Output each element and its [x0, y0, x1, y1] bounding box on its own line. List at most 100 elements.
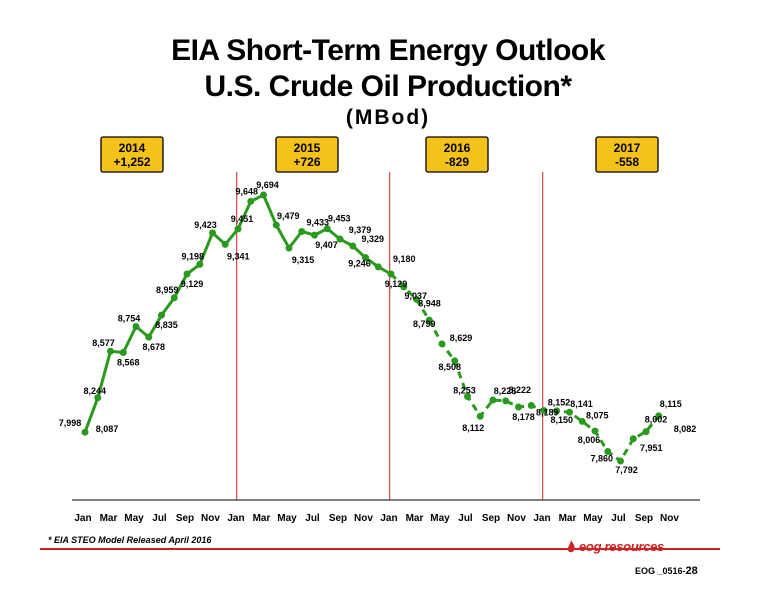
data-point	[527, 401, 535, 409]
data-point	[94, 394, 102, 402]
x-tick-label: Mar	[559, 513, 577, 524]
data-point	[489, 396, 497, 404]
x-tick-label: May	[583, 513, 603, 524]
data-label: 9,694	[256, 180, 279, 190]
data-label: 8,959	[156, 285, 179, 295]
year-box-year: 2016	[444, 141, 471, 155]
data-label: 8,141	[570, 399, 593, 409]
data-label: 7,792	[615, 465, 638, 475]
data-label: 8,244	[83, 386, 106, 396]
x-tick-label: Nov	[507, 513, 526, 524]
data-point	[209, 229, 216, 237]
data-label: 9,037	[404, 291, 427, 301]
data-point	[323, 225, 331, 233]
data-point	[642, 428, 650, 436]
data-label: 7,998	[59, 418, 82, 428]
data-point	[438, 340, 446, 348]
data-label: 8,568	[117, 357, 140, 367]
data-point	[476, 412, 484, 420]
data-point	[451, 357, 459, 365]
year-box-change: -829	[445, 155, 469, 169]
data-point	[221, 240, 229, 248]
year-box-2017	[595, 136, 659, 173]
data-point	[502, 397, 510, 405]
year-box-year: 2015	[294, 141, 321, 155]
data-point	[387, 270, 395, 278]
data-label: 8,002	[645, 415, 668, 425]
data-label: 8,228	[494, 386, 517, 396]
data-point	[183, 270, 191, 278]
data-label: 7,860	[590, 453, 613, 463]
data-point	[196, 260, 204, 268]
data-point	[336, 235, 344, 243]
data-label: 8,152	[548, 398, 571, 408]
data-point	[170, 294, 178, 302]
data-label: 8,835	[155, 320, 178, 330]
data-point	[591, 427, 599, 435]
x-tick-label: May	[124, 513, 144, 524]
data-label: 8,948	[418, 298, 441, 308]
page-reference: EOG _0516-28	[635, 565, 698, 577]
data-point	[349, 242, 357, 250]
x-tick-label: Mar	[100, 513, 118, 524]
data-label: 9,453	[328, 214, 351, 224]
year-box-year: 2014	[119, 141, 146, 155]
data-label: 9,198	[181, 251, 204, 261]
data-point	[374, 263, 382, 271]
flame-icon	[567, 539, 575, 552]
data-label: 8,075	[586, 410, 609, 420]
x-tick-label: Jan	[227, 513, 244, 524]
data-point	[285, 244, 293, 252]
x-tick-label: Jan	[380, 513, 397, 524]
data-label: 9,648	[235, 186, 258, 196]
data-label: 9,246	[348, 259, 371, 269]
data-point	[272, 221, 280, 229]
x-tick-label: Sep	[176, 513, 194, 524]
data-point	[425, 316, 433, 324]
data-point	[132, 322, 140, 330]
data-point	[655, 412, 663, 420]
data-point	[107, 347, 114, 355]
year-box-change: -558	[615, 155, 639, 169]
footer-divider	[40, 548, 720, 550]
page-ref-label: EOG _0516-	[635, 566, 686, 576]
data-label: 9,129	[385, 279, 408, 289]
data-point	[629, 435, 637, 443]
data-label: 8,629	[450, 333, 473, 343]
data-label: 8,222	[508, 385, 531, 395]
x-tick-label: May	[430, 513, 450, 524]
x-tick-label: Mar	[406, 513, 424, 524]
data-point	[298, 228, 306, 236]
data-label: 8,087	[96, 424, 119, 434]
data-point	[553, 407, 561, 415]
chart-title-line2: U.S. Crude Oil Production*	[204, 70, 572, 103]
data-point	[515, 403, 522, 411]
data-label: 9,479	[277, 211, 300, 221]
data-label: 9,315	[292, 255, 315, 265]
data-label: 9,423	[194, 220, 217, 230]
data-label: 8,082	[674, 424, 697, 434]
data-point	[578, 417, 586, 425]
data-label: 8,253	[453, 386, 476, 396]
data-label: 8,754	[118, 313, 141, 323]
x-tick-label: Sep	[482, 513, 500, 524]
data-point	[260, 191, 267, 199]
eog-logo: eog resources	[566, 539, 664, 554]
data-label: 9,379	[349, 225, 372, 235]
year-box-2015	[275, 136, 339, 173]
x-tick-label: Nov	[660, 513, 679, 524]
data-point	[81, 428, 89, 436]
chart-title: EIA Short-Term Energy Outlook	[171, 34, 605, 67]
data-label: 8,799	[413, 319, 436, 329]
data-point	[400, 283, 408, 291]
data-label: 8,577	[92, 338, 115, 348]
x-tick-label: Jul	[305, 513, 320, 524]
year-box-change: +1,252	[113, 155, 150, 169]
data-label: 8,115	[660, 399, 682, 409]
x-tick-label: Jul	[611, 513, 626, 524]
data-point	[362, 254, 369, 262]
x-tick-label: Nov	[354, 513, 373, 524]
data-label: 8,178	[512, 412, 535, 422]
data-label: 9,407	[315, 240, 338, 250]
